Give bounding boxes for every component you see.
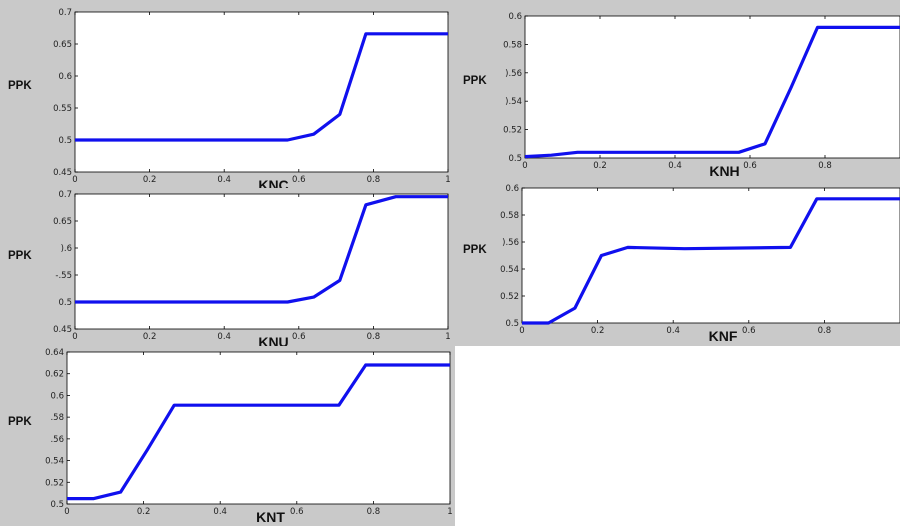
x-tick-label: 0.2 [143, 175, 157, 185]
y-tick-label: 0.5 [58, 136, 72, 146]
x-axis-label: KNC [258, 177, 288, 188]
x-tick-label: 0.4 [666, 326, 680, 336]
x-tick-label: 0.2 [593, 161, 607, 171]
y-axis-label: PPK [8, 250, 32, 262]
y-tick-label: 0.52 [503, 126, 522, 136]
x-tick-label: 0 [72, 175, 77, 185]
y-tick-label: .58 [50, 413, 64, 423]
x-tick-label: 0.2 [137, 507, 151, 517]
x-tick-label: 0.2 [143, 332, 157, 342]
y-tick-label: 0.5 [58, 298, 72, 308]
y-tick-label: 0.45 [53, 325, 72, 335]
x-tick-label: 0.4 [668, 161, 682, 171]
y-tick-label: ).56 [502, 238, 519, 248]
y-tick-label: 0.65 [53, 217, 72, 227]
x-tick-label: 0.4 [217, 332, 231, 342]
y-tick-label: 0.6 [508, 12, 522, 22]
y-axis-label: PPK [8, 416, 32, 428]
series-line [75, 195, 448, 304]
y-tick-label: 0.52 [500, 292, 519, 302]
y-tick-label: 0.6 [50, 391, 64, 401]
series-line [75, 32, 448, 142]
x-tick-label: 0 [519, 326, 524, 336]
chart-svg: 0 0.2 0.4 0.6 0.8 1 0.5 0.52 0.54 .56 .58 0.6 0.62 0.… [8, 348, 453, 525]
x-tick-label: 0.6 [292, 175, 306, 185]
x-tick-label: 1 [445, 332, 450, 342]
y-tick-label: 0.64 [45, 348, 64, 358]
chart-panel-knc: 0 0.2 0.4 0.6 0.8 1 0.45 0.5 0.55 0.6 0.65 0.7 PPK KN… [0, 0, 455, 188]
series-line [522, 197, 900, 325]
x-tick-label: 0.6 [742, 326, 756, 336]
series-line [524, 25, 900, 159]
y-tick-label: 0.5 [508, 154, 522, 164]
x-tick-label: 0.6 [290, 507, 304, 517]
x-tick-label: 0.4 [217, 175, 231, 185]
x-tick-label: 0.8 [818, 161, 832, 171]
y-tick-label: 0.5 [50, 500, 64, 510]
y-tick-label: 0.7 [58, 190, 72, 200]
chart-panel-knt: 0 0.2 0.4 0.6 0.8 1 0.5 0.52 0.54 .56 .58 0.6 0.62 0.… [0, 346, 455, 526]
y-tick-label: ).56 [505, 69, 522, 79]
x-tick-label: 0.8 [818, 326, 832, 336]
y-tick-label: .56 [50, 435, 64, 445]
x-axis-label: KNF [709, 328, 738, 344]
series-line [67, 363, 450, 501]
y-tick-label: 0.6 [58, 72, 72, 82]
y-tick-label: 0.6 [505, 184, 519, 194]
chart-svg: 0 0.2 0.4 0.6 0.8 0.5 0.52 ).54 ).56 0.58 0.6 PPK KN… [463, 12, 900, 179]
x-tick-label: 0.6 [292, 332, 306, 342]
chart-panel-knf: 0 0.2 0.4 0.6 0.8 0.5 0.52 0.54 ).56 0.58 0.6 PPK KN… [455, 182, 900, 346]
x-axis-label: KNH [709, 163, 739, 179]
plot-area [74, 193, 449, 330]
plot-area [521, 187, 900, 324]
y-tick-label: 0.58 [503, 40, 522, 50]
plot-area [74, 11, 449, 173]
y-tick-label: -.55 [55, 271, 72, 281]
y-tick-label: 0.54 [500, 265, 519, 275]
x-tick-label: 0 [522, 161, 527, 171]
x-tick-label: 0.4 [213, 507, 227, 517]
chart-svg: 0 0.2 0.4 0.6 0.8 1 0.45 0.5 0.55 0.6 0.65 0.7 PPK KN… [8, 8, 451, 188]
chart-panel-knu: 0 0.2 0.4 0.6 0.8 1 0.45 0.5 -.55).6 0.65 0.7 PPK KN… [0, 188, 455, 350]
y-axis-label: PPK [8, 80, 32, 92]
chart-svg: 0 0.2 0.4 0.6 0.8 10.450.5-.55).60.650.7PPKKN… [8, 190, 451, 350]
x-tick-label: 0.2 [591, 326, 605, 336]
x-axis-label: KNT [256, 509, 285, 525]
y-tick-label: 0.62 [45, 370, 64, 380]
x-tick-label: 0.8 [367, 332, 381, 342]
y-tick-label: 0.45 [53, 168, 72, 178]
x-tick-label: 0 [64, 507, 69, 517]
y-tick-label: 0.54 [45, 457, 64, 467]
x-tick-label: 0.8 [367, 175, 381, 185]
x-tick-label: 0.6 [743, 161, 757, 171]
y-tick-label: 0.65 [53, 40, 72, 50]
y-tick-label: 0.7 [58, 8, 72, 18]
x-tick-label: 0.8 [367, 507, 381, 517]
y-tick-label: 0.55 [53, 104, 72, 114]
x-tick-label: 1 [447, 507, 452, 517]
y-tick-label: 0.58 [500, 211, 519, 221]
plot-area [524, 15, 900, 159]
x-tick-label: 1 [445, 175, 450, 185]
chart-svg: 0 0.2 0.4 0.6 0.8 0.5 0.52 0.54 ).56 0.58 0.6 PPK KN… [463, 184, 900, 344]
x-tick-label: 0 [72, 332, 77, 342]
y-axis-label: PPK [463, 244, 487, 256]
y-axis-label: PPK [463, 75, 487, 87]
chart-panel-knh: 0 0.2 0.4 0.6 0.8 0.5 0.52 ).54 ).56 0.58 0.6 PPK KN… [455, 0, 900, 182]
y-tick-label: ).6 [61, 244, 72, 254]
y-tick-label: 0.5 [505, 319, 519, 329]
y-tick-label: 0.52 [45, 478, 64, 488]
plot-area [66, 351, 451, 505]
y-tick-label: ).54 [505, 97, 522, 107]
